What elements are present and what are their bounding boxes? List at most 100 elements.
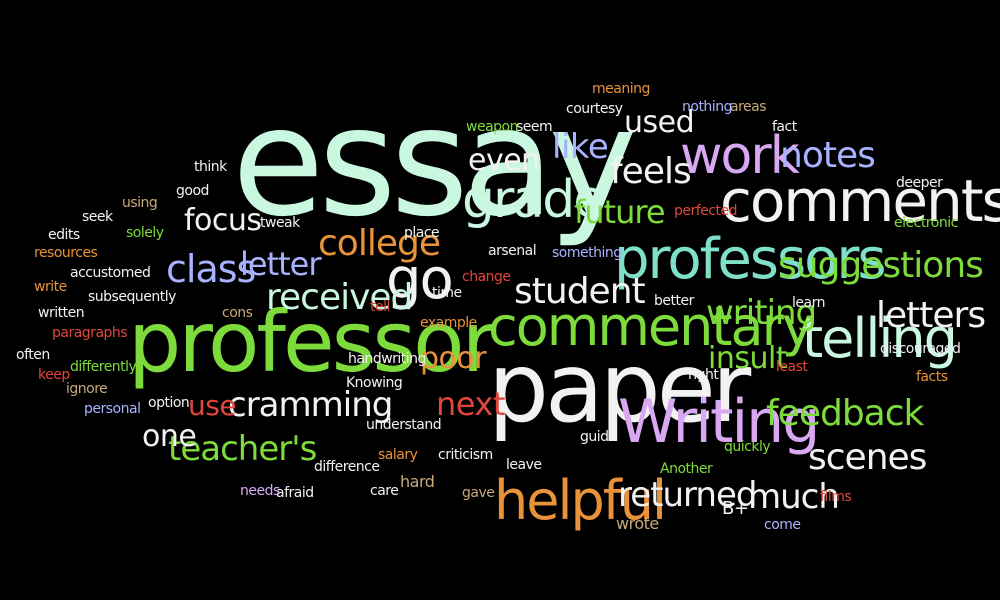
word-electronic: electronic: [894, 215, 958, 231]
word-films: films: [820, 489, 852, 505]
word-courtesy: courtesy: [566, 101, 623, 117]
word-teachers: teacher's: [168, 429, 317, 469]
word-used: used: [624, 105, 695, 140]
word-class: class: [166, 247, 256, 291]
word-quickly: quickly: [724, 439, 771, 455]
word-written: written: [38, 305, 85, 321]
word-use: use: [188, 389, 237, 422]
word-often: often: [16, 347, 50, 363]
word-weapon: weapon: [466, 119, 518, 135]
word-knowing: Knowing: [346, 375, 403, 391]
word-cramming: cramming: [228, 385, 393, 425]
word-cons: cons: [222, 305, 253, 321]
word-afraid: afraid: [276, 485, 314, 501]
word-handwriting: handwriting: [348, 351, 426, 367]
word-change: change: [462, 269, 511, 285]
word-returned: returned: [618, 475, 757, 515]
word-come: come: [764, 517, 801, 533]
word-writing: writing: [706, 293, 817, 333]
word-seem: seem: [516, 119, 553, 135]
word-accustomed: accustomed: [70, 265, 151, 281]
word-gave: gave: [462, 485, 495, 501]
word-right: right: [688, 367, 719, 383]
word-differently: differently: [70, 359, 137, 375]
word-understand: understand: [366, 417, 442, 433]
word-something: something: [552, 245, 622, 261]
word-paragraphs: paragraphs: [52, 325, 128, 341]
word-think: think: [194, 159, 227, 175]
word-facts: facts: [916, 369, 948, 385]
word-tell: tell: [370, 299, 390, 315]
word-tweak: tweak: [260, 215, 300, 231]
word-nothing: nothing: [682, 99, 732, 115]
word-professor: professor: [128, 293, 496, 391]
word-learn: learn: [792, 295, 825, 311]
word-paper: paper: [488, 332, 751, 444]
word-next: next: [436, 385, 505, 423]
word-meaning: meaning: [592, 81, 650, 97]
word-essay: essay: [232, 76, 637, 250]
word-much: much: [748, 477, 840, 517]
word-care: care: [370, 483, 399, 499]
word-commentary: commentary: [488, 295, 814, 358]
word-time: time: [432, 285, 462, 301]
word-guide: guide: [580, 429, 617, 445]
word-seek: seek: [82, 209, 113, 225]
word-ignore: ignore: [66, 381, 108, 397]
word-resources: resources: [34, 245, 98, 261]
word-received: received: [266, 277, 413, 318]
word-go: go: [386, 247, 454, 312]
word-another: Another: [660, 461, 713, 477]
word-good: good: [176, 183, 209, 199]
word-wrote: wrote: [616, 514, 659, 533]
word-subsequently: subsequently: [88, 289, 176, 305]
word-feels: feels: [610, 151, 692, 192]
word-writing-cap: Writing: [618, 387, 820, 457]
word-college: college: [318, 223, 441, 264]
word-deeper: deeper: [896, 175, 943, 191]
word-grade: grade: [462, 170, 605, 230]
word-salary: salary: [378, 447, 418, 463]
word-using: using: [122, 195, 158, 211]
word-one: one: [142, 419, 197, 454]
word-needs: needs: [240, 483, 280, 499]
word-perfected: perfected: [674, 203, 737, 219]
word-bplus: B+: [722, 498, 749, 519]
word-feedback: feedback: [766, 393, 924, 434]
word-place: place: [404, 225, 440, 241]
word-option: option: [148, 395, 190, 411]
word-helpful: helpful: [494, 469, 667, 532]
word-least: least: [776, 359, 808, 375]
word-leave: leave: [506, 457, 542, 473]
word-future: future: [574, 193, 666, 231]
word-letters: letters: [876, 295, 986, 336]
word-scenes: scenes: [808, 437, 927, 478]
word-letter: letter: [240, 245, 322, 283]
word-better: better: [654, 293, 694, 309]
word-difference: difference: [314, 459, 380, 475]
word-discouraged: discouraged: [880, 341, 961, 357]
word-professors: professors: [614, 227, 887, 292]
word-suggestions: suggestions: [778, 245, 984, 286]
word-work: work: [680, 126, 800, 186]
word-arsenal: arsenal: [488, 243, 537, 259]
word-solely: solely: [126, 225, 164, 241]
word-student: student: [514, 271, 646, 312]
word-comments: comments: [720, 167, 1000, 235]
word-write: write: [34, 279, 67, 295]
word-fact: fact: [772, 119, 797, 135]
word-insult: insult: [708, 341, 788, 376]
word-like: like: [552, 127, 609, 167]
word-criticism: criticism: [438, 447, 493, 463]
word-hard: hard: [400, 472, 435, 491]
word-edits: edits: [48, 227, 80, 243]
word-notes: notes: [780, 135, 876, 176]
word-telling: telling: [802, 307, 958, 370]
word-personal: personal: [84, 401, 141, 417]
word-keep: keep: [38, 367, 70, 383]
word-poor: poor: [420, 341, 487, 376]
word-areas: areas: [730, 99, 767, 115]
word-focus: focus: [184, 203, 262, 238]
word-even: even: [468, 143, 540, 178]
